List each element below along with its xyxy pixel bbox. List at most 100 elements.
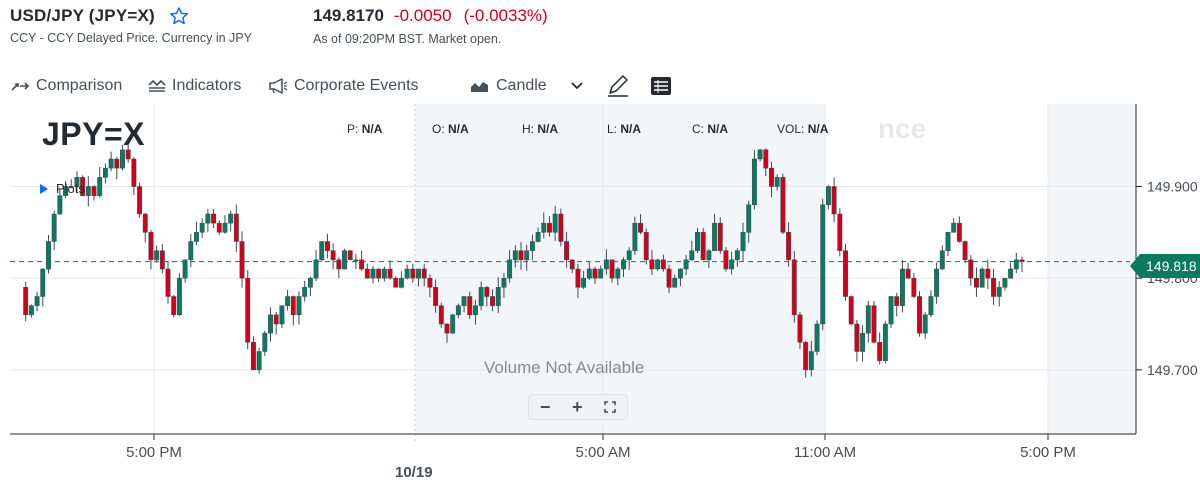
candle-body bbox=[985, 268, 991, 279]
fullscreen-icon[interactable] bbox=[604, 398, 616, 416]
candle-body bbox=[250, 342, 256, 371]
candle-body bbox=[740, 232, 746, 251]
candle-body bbox=[484, 287, 490, 297]
candle-body bbox=[125, 149, 131, 160]
candle-body bbox=[199, 222, 205, 233]
candle-body bbox=[643, 232, 649, 261]
star-outline-icon[interactable] bbox=[169, 6, 189, 26]
ohlc-c: C: N/A bbox=[692, 122, 729, 136]
candle-body bbox=[814, 323, 820, 352]
candle-body bbox=[934, 268, 940, 297]
candle-body bbox=[1002, 277, 1008, 288]
candle-body bbox=[871, 305, 877, 343]
volume-not-available: Volume Not Available bbox=[484, 358, 645, 377]
candle-body bbox=[148, 232, 154, 261]
candle-body bbox=[194, 232, 199, 242]
ohlc-o: O: N/A bbox=[432, 122, 469, 136]
corporate-events-button[interactable]: Corporate Events bbox=[268, 72, 419, 100]
chart-type-select[interactable]: Candle bbox=[470, 72, 547, 100]
x-tick-label: 5:00 PM bbox=[1020, 444, 1076, 461]
candle-body bbox=[222, 222, 228, 233]
candle-body bbox=[683, 259, 689, 270]
pencil-icon[interactable] bbox=[606, 72, 636, 100]
zoom-in-button[interactable]: + bbox=[572, 397, 583, 417]
candle-body bbox=[968, 259, 974, 279]
price-chart[interactable]: nce 149.900 149.800 149.700 5:00 PM 5:00 AM… bbox=[0, 104, 1200, 484]
candle-body bbox=[529, 241, 535, 251]
quote-price: 149.8170 bbox=[313, 6, 384, 25]
y-tick-label: 149.900 bbox=[1147, 179, 1198, 195]
candle-body bbox=[552, 213, 558, 233]
comparison-arrows-icon bbox=[11, 82, 30, 91]
date-label: 10/19 bbox=[395, 464, 433, 481]
chevron-down-icon[interactable] bbox=[570, 72, 590, 100]
candle-body bbox=[40, 268, 46, 297]
candle-body bbox=[672, 277, 678, 288]
candle-body bbox=[615, 268, 621, 279]
candle-body bbox=[945, 232, 951, 251]
candle-body bbox=[370, 268, 376, 279]
y-tick-label: 149.700 bbox=[1147, 362, 1198, 378]
current-price-tag: 149.818 bbox=[1130, 254, 1200, 278]
candle-body bbox=[655, 259, 661, 270]
candle-body bbox=[877, 342, 883, 361]
candle-body bbox=[296, 296, 302, 316]
ohlc-l: L: N/A bbox=[607, 122, 642, 136]
candle-body bbox=[46, 241, 51, 270]
candle-body bbox=[917, 296, 922, 334]
candle-body bbox=[581, 277, 587, 288]
candle-body bbox=[786, 232, 792, 261]
indicators-button[interactable]: Indicators bbox=[148, 72, 241, 100]
chart-type-label: Candle bbox=[496, 77, 547, 94]
candle-body bbox=[649, 259, 655, 270]
candle-body bbox=[23, 287, 29, 316]
candle-body bbox=[518, 250, 524, 261]
candle-body bbox=[791, 259, 797, 316]
candle-body bbox=[176, 277, 182, 316]
x-tick-label: 5:00 AM bbox=[575, 444, 630, 461]
candle-body bbox=[444, 323, 450, 334]
candle-body bbox=[137, 186, 143, 215]
zoom-out-button[interactable]: − bbox=[539, 397, 551, 417]
x-tick-label: 5:00 PM bbox=[126, 444, 182, 461]
plots-toggle[interactable]: Plots bbox=[40, 181, 85, 196]
quote-block: 149.8170 -0.0050 (-0.0033%) As of 09:20P… bbox=[313, 6, 548, 46]
chart-symbol: JPY=X bbox=[42, 116, 146, 152]
candle-body bbox=[626, 250, 632, 261]
quote-timestamp: As of 09:20PM BST. Market open. bbox=[313, 32, 502, 46]
candle-body bbox=[63, 186, 68, 196]
chart-toolbar: Comparison Indicators Corporate Events C… bbox=[10, 72, 680, 100]
candle-body bbox=[569, 259, 575, 270]
ohlc-h: H: N/A bbox=[522, 122, 559, 136]
candle-body bbox=[825, 186, 831, 206]
comparison-label: Comparison bbox=[36, 77, 123, 94]
candle-body bbox=[928, 296, 934, 316]
comparison-button[interactable]: Comparison bbox=[10, 72, 122, 100]
candle-body bbox=[233, 213, 239, 242]
candle-body bbox=[51, 213, 57, 242]
candle-body bbox=[729, 259, 735, 270]
candle-body bbox=[558, 213, 564, 242]
candle-body bbox=[512, 250, 518, 261]
candle-body bbox=[57, 195, 63, 215]
candle-body bbox=[592, 268, 598, 279]
quote-change: -0.0050 bbox=[393, 6, 452, 25]
symbol-subtitle: CCY - CCY Delayed Price. Currency in JPY bbox=[10, 31, 252, 45]
table-icon[interactable] bbox=[650, 72, 678, 100]
candle-body bbox=[279, 305, 285, 325]
candle-body bbox=[80, 177, 86, 196]
candle-body bbox=[621, 259, 626, 270]
candle-body bbox=[695, 232, 700, 251]
candle-body bbox=[74, 177, 80, 187]
triangle-right-icon bbox=[40, 183, 48, 194]
candle-body bbox=[353, 259, 359, 262]
x-tick-label: 11:00 AM bbox=[794, 444, 856, 461]
candle-body bbox=[85, 186, 91, 196]
candle-body bbox=[922, 314, 928, 334]
candle-body bbox=[535, 232, 541, 242]
candle-body bbox=[404, 268, 410, 279]
candle-body bbox=[114, 158, 120, 169]
megaphone-icon bbox=[269, 78, 288, 94]
x-axis-ticks: 5:00 PM 5:00 AM 11:00 AM 5:00 PM bbox=[126, 434, 1076, 461]
